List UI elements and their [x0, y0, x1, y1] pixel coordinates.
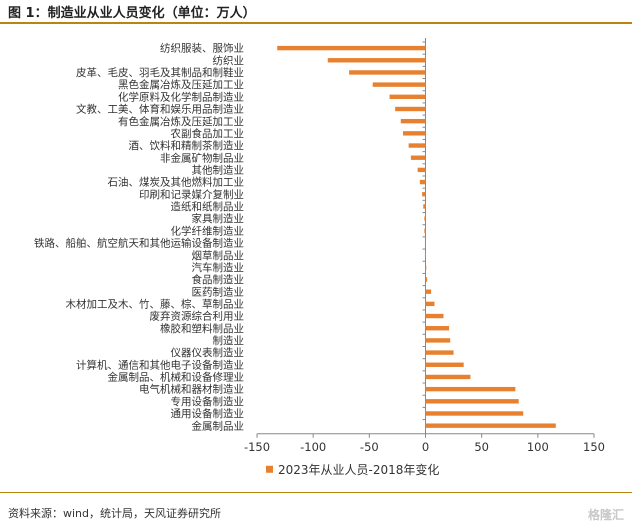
category-label: 印刷和记录媒介复制业	[139, 188, 244, 201]
bar	[410, 155, 426, 160]
bottom-rule	[0, 492, 632, 493]
bar	[425, 326, 450, 331]
bar	[422, 192, 426, 197]
bar	[423, 204, 426, 209]
x-tick-label: 100	[527, 440, 549, 454]
bar	[425, 338, 451, 343]
category-label: 铁路、船舶、航空航天和其他运输设备制造业	[34, 237, 244, 250]
bar	[408, 143, 426, 148]
bar	[425, 265, 427, 270]
bar	[425, 399, 519, 404]
bar	[400, 118, 426, 124]
category-label: 酒、饮料和精制茶制造业	[129, 139, 245, 152]
legend-swatch	[266, 465, 273, 473]
category-label: 家具制造业	[192, 212, 245, 225]
category-label: 橡胶和塑料制品业	[160, 322, 244, 335]
bar	[424, 228, 426, 233]
bar	[419, 179, 426, 185]
category-label: 造纸和纸制品业	[171, 200, 245, 213]
category-label: 木材加工及木、竹、藤、棕、草制品业	[66, 297, 245, 310]
bar	[425, 350, 454, 355]
category-label: 非金属矿物制品业	[160, 151, 244, 164]
category-label: 制造业	[213, 334, 245, 347]
x-tick-label: 0	[422, 440, 429, 454]
bar	[425, 301, 435, 307]
bar	[425, 374, 471, 380]
category-label: 废弃资源综合利用业	[150, 310, 245, 323]
category-label: 纺织服装、服饰业	[160, 42, 244, 55]
bar	[349, 70, 426, 75]
category-label: 化学纤维制造业	[171, 224, 245, 237]
figure-title: 图 1：制造业从业人员变化（单位：万人）	[8, 6, 256, 21]
category-label: 化学原料及化学制品制造业	[118, 90, 244, 103]
bar	[425, 289, 432, 294]
category-label: 烟草制品业	[192, 249, 245, 262]
x-tick-label: -150	[244, 440, 270, 454]
category-label: 石油、煤炭及其他燃料加工业	[108, 176, 245, 189]
category-label: 专用设备制造业	[171, 395, 245, 408]
bar	[425, 277, 428, 282]
source-note: 资料来源：wind，统计局，天风证券研究所	[8, 507, 222, 520]
category-label: 电气机械和器材制造业	[139, 383, 244, 396]
bar	[425, 423, 556, 428]
bar	[425, 411, 524, 416]
x-tick-label: -100	[300, 440, 326, 454]
bar	[395, 106, 426, 112]
category-label: 计算机、通信和其他电子设备制造业	[76, 358, 244, 371]
bar	[389, 94, 426, 100]
x-tick-label: -50	[360, 440, 379, 454]
category-label: 金属制品、机械和设备修理业	[108, 371, 245, 384]
bar	[425, 313, 444, 319]
bar	[424, 252, 426, 258]
bar	[425, 362, 464, 367]
bar	[417, 167, 426, 173]
watermark: 格隆汇	[587, 508, 624, 522]
legend-label: 2023年从业人员-2018年变化	[278, 462, 439, 477]
bar-chart: 纺织服装、服饰业纺织业皮革、毛皮、羽毛及其制品和制鞋业黑色金属冶炼及压延加工业化…	[34, 38, 605, 477]
bar	[277, 45, 426, 51]
category-label: 其他制造业	[192, 163, 245, 176]
category-label: 金属制品业	[192, 419, 245, 432]
bar	[372, 82, 426, 87]
top-rule	[0, 22, 632, 24]
category-label: 有色金属冶炼及压延加工业	[118, 115, 244, 128]
category-label: 文教、工美、体育和娱乐用品制造业	[76, 103, 244, 116]
category-label: 食品制造业	[192, 273, 245, 286]
category-label: 农副食品加工业	[171, 127, 245, 140]
category-label: 纺织业	[213, 54, 245, 67]
x-tick-label: 150	[583, 440, 605, 454]
bar	[424, 216, 426, 221]
category-label: 汽车制造业	[192, 261, 245, 274]
bar	[424, 240, 426, 246]
x-tick-label: 50	[474, 440, 489, 454]
bar	[425, 386, 516, 392]
category-label: 皮革、毛皮、羽毛及其制品和制鞋业	[76, 66, 244, 79]
bar	[327, 58, 426, 63]
category-label: 医药制造业	[192, 285, 245, 298]
category-label: 仪器仪表制造业	[171, 346, 245, 359]
bar	[403, 131, 426, 136]
category-label: 通用设备制造业	[171, 407, 245, 420]
category-label: 黑色金属冶炼及压延加工业	[118, 78, 244, 91]
